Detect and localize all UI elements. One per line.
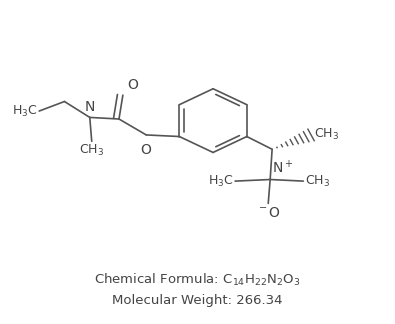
Text: O: O xyxy=(127,78,137,92)
Text: N$^+$: N$^+$ xyxy=(272,159,293,176)
Text: H$_3$C: H$_3$C xyxy=(11,103,37,119)
Text: CH$_3$: CH$_3$ xyxy=(79,143,104,158)
Text: $^-$O: $^-$O xyxy=(256,206,280,220)
Text: H$_3$C: H$_3$C xyxy=(208,174,233,189)
Text: CH$_3$: CH$_3$ xyxy=(305,174,330,189)
Text: N: N xyxy=(85,99,95,114)
Text: Molecular Weight: 266.34: Molecular Weight: 266.34 xyxy=(112,294,283,307)
Text: Chemical Formula: C$_{14}$H$_{22}$N$_{2}$O$_{3}$: Chemical Formula: C$_{14}$H$_{22}$N$_{2}… xyxy=(94,272,301,288)
Text: O: O xyxy=(140,143,151,157)
Text: CH$_3$: CH$_3$ xyxy=(314,127,339,143)
